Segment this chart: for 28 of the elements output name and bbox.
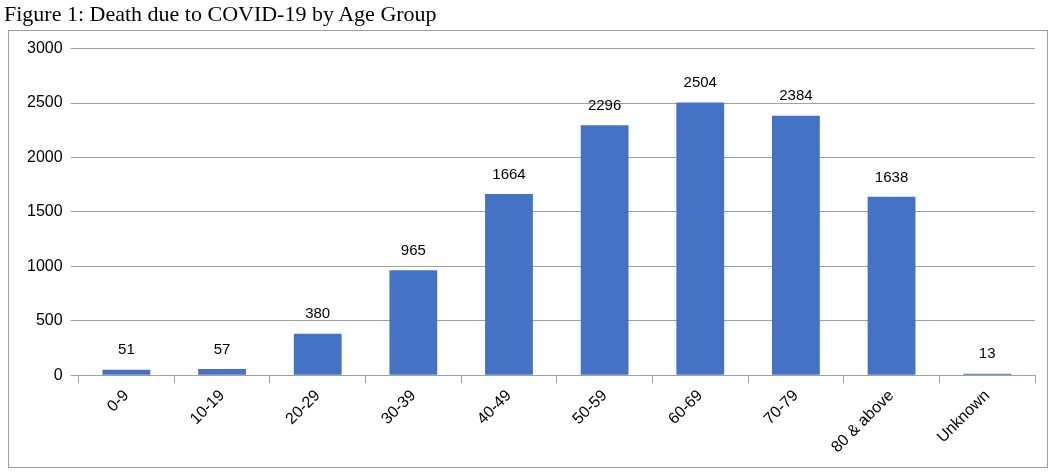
y-tick-label: 2500 <box>27 93 63 111</box>
data-label: 965 <box>400 240 426 258</box>
bar <box>580 125 629 375</box>
data-label: 51 <box>118 340 135 358</box>
y-tick-label: 1500 <box>27 202 63 220</box>
data-label: 2504 <box>683 73 717 91</box>
y-tick-label: 500 <box>35 311 63 329</box>
y-tick-label: 1000 <box>27 256 63 274</box>
data-label: 1664 <box>492 164 526 182</box>
x-tick-label: 0-9 <box>103 386 132 415</box>
bar <box>198 368 246 375</box>
bar <box>293 333 342 375</box>
bar <box>771 115 820 375</box>
bar <box>102 369 151 375</box>
bar <box>676 102 725 375</box>
bar <box>485 194 533 375</box>
y-tick-label: 2000 <box>27 147 63 165</box>
y-tick-label: 0 <box>53 365 63 383</box>
chart-title: Figure 1: Death due to COVID-19 by Age Group <box>3 0 438 28</box>
bar <box>389 270 438 375</box>
y-tick-label: 3000 <box>27 39 63 57</box>
data-label: 380 <box>305 304 331 322</box>
data-label: 13 <box>978 344 996 362</box>
data-label: 2384 <box>779 86 813 104</box>
data-label: 2296 <box>587 95 622 113</box>
data-label: 1638 <box>874 167 909 185</box>
bar <box>867 196 916 375</box>
data-label: 57 <box>213 339 231 357</box>
